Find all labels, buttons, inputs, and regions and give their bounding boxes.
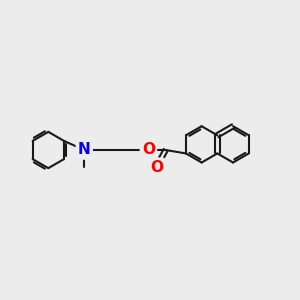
Text: N: N: [78, 142, 91, 158]
Text: O: O: [142, 142, 155, 158]
Text: O: O: [150, 160, 163, 175]
